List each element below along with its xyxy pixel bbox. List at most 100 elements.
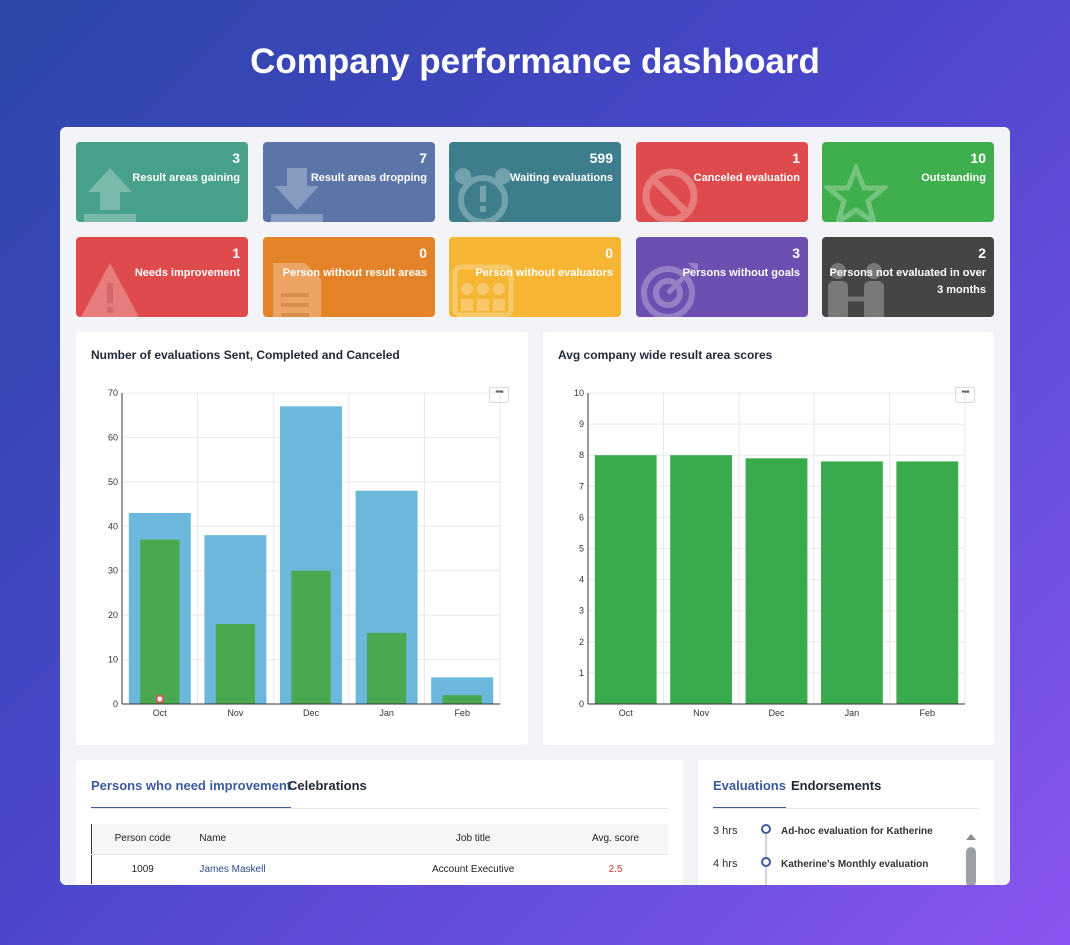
bar-completed [442,695,482,704]
y-tick-label: 9 [579,419,584,429]
kpi-tile-label: Waiting evaluations [510,172,613,184]
people-exchange-icon [828,263,884,317]
timeline-dot-icon [761,857,771,867]
improvement-card: Persons who need improvement Celebration… [76,760,683,885]
kpi-tile-persons-not-evaluated-in-over-3-months[interactable]: 2 Persons not evaluated in over 3 months [822,237,994,317]
y-tick-label: 10 [574,388,584,398]
scores-bar-chart: 0 1 2 3 4 5 6 7 8 9 10 Oct Nov Dec Jan Feb [574,388,966,718]
kpi-tile-needs-improvement[interactable]: 1 Needs improvement [76,237,248,317]
timeline-dot-icon [761,824,771,834]
y-tick-label: 40 [108,521,118,531]
y-tick-label: 7 [579,481,584,491]
y-tick-label: 8 [579,450,584,460]
timeline-item-link[interactable]: Ad-hoc evaluation for Katherine [781,826,933,837]
column-header-avg-score[interactable]: Avg. score [563,824,668,855]
y-tick-label: 0 [113,699,118,709]
kpi-tile-label: Result areas dropping [310,172,427,184]
kpi-tile-label: Persons without goals [682,267,800,279]
activity-card: Evaluations Endorsements 3 hrs Ad-hoc ev… [698,760,994,885]
bar-completed [140,539,180,704]
kpi-tile-value: 0 [419,245,427,261]
upload-arrow-icon [84,168,136,222]
group-icon [452,264,514,317]
kpi-tile-person-without-result-areas[interactable]: 0 Person without result areas [263,237,435,317]
scores-chart-title: Avg company wide result area scores [558,348,773,362]
x-tick-label: Jan [379,708,394,718]
kpi-tile-value: 3 [232,150,240,166]
tab-endorsements[interactable]: Endorsements [791,778,882,793]
x-tick-label: Dec [768,708,785,718]
kpi-tile-label: Person without evaluators [475,267,613,279]
download-arrow-icon [271,168,323,222]
scores-chart-card: Avg company wide result area scores ••• … [543,332,994,745]
kpi-tile-value: 7 [419,150,427,166]
column-header-person-code[interactable]: Person code [91,824,194,855]
kpi-tile-label: Outstanding [921,172,986,184]
timeline-item-link[interactable]: Katherine's Monthly evaluation [781,859,929,870]
kpi-tile-outstanding[interactable]: 10 Outstanding [822,142,994,222]
bar-average-score [820,461,883,704]
evaluations-chart-card: Number of evaluations Sent, Completed an… [76,332,528,745]
y-tick-label: 70 [108,388,118,398]
scroll-up-arrow-icon[interactable] [965,833,977,841]
tab-persons-need-improvement[interactable]: Persons who need improvement [91,778,292,808]
bar-completed [215,624,256,704]
kpi-tile-label: Persons not evaluated in over 3 months [829,267,987,296]
kpi-tile-label: Canceled evaluation [693,172,800,184]
x-tick-label: Nov [693,708,710,718]
timeline-time: 4 hrs [713,858,738,870]
y-tick-label: 0 [579,699,584,709]
timeline-time: 3 hrs [713,825,738,837]
kpi-tile-person-without-evaluators[interactable]: 0 Person without evaluators [449,237,621,317]
cell-job-title: Account Executive [432,863,515,875]
x-tick-label: Oct [153,708,168,718]
y-tick-label: 2 [579,637,584,647]
bar-average-score [896,461,959,704]
warning-icon [81,263,139,317]
cell-person-code: 1009 [131,863,154,875]
x-tick-label: Feb [920,708,936,718]
kpi-tile-label: Person without result areas [282,267,427,279]
page-title: Company performance dashboard [250,42,820,81]
document-icon [273,263,321,317]
y-tick-label: 10 [108,655,118,665]
bar-average-score [594,455,657,704]
bar-average-score [670,455,733,704]
kpi-tile-canceled-evaluation[interactable]: 1 Canceled evaluation [636,142,808,222]
x-tick-label: Nov [227,708,244,718]
x-tick-label: Jan [845,708,860,718]
point-canceled [155,694,165,704]
table-row[interactable]: 1009 James Maskell Account Executive 2.5 [92,854,669,884]
kpi-tile-label: Needs improvement [134,267,240,279]
column-header-job-title[interactable]: Job title [383,824,564,855]
cell-avg-score: 2.5 [608,863,623,875]
y-tick-label: 4 [579,575,584,585]
kpi-tile-value: 3 [792,245,800,261]
x-tick-label: Feb [454,708,470,718]
tab-divider [713,808,979,809]
kpi-tile-result-areas-dropping[interactable]: 7 Result areas dropping [263,142,435,222]
cell-person-name-link[interactable]: James Maskell [199,863,266,875]
kpi-tile-waiting-evaluations[interactable]: 599 Waiting evaluations [449,142,621,222]
table-header-row: Person code Name Job title Avg. score [91,824,668,855]
column-header-name[interactable]: Name [193,824,384,855]
tab-celebrations[interactable]: Celebrations [288,778,367,793]
y-tick-label: 6 [579,512,584,522]
scrollbar-thumb[interactable] [966,847,976,885]
tab-evaluations[interactable]: Evaluations [713,778,786,808]
kpi-tile-value: 10 [970,150,986,166]
kpi-tile-value: 1 [232,245,240,261]
y-tick-label: 30 [108,566,118,576]
kpi-tile-persons-without-goals[interactable]: 3 Persons without goals [636,237,808,317]
x-tick-label: Oct [619,708,634,718]
target-icon [641,263,698,317]
y-tick-label: 20 [108,610,118,620]
alarm-clock-icon [455,168,511,222]
y-tick-label: 60 [108,432,118,442]
x-tick-label: Dec [303,708,320,718]
kpi-tile-result-areas-gaining[interactable]: 3 Result areas gaining [76,142,248,222]
evaluations-chart-title: Number of evaluations Sent, Completed an… [91,348,400,362]
dashboard-panel: 3 Result areas gaining 7 Result areas dropp… [60,127,1010,885]
bar-completed [366,632,407,704]
y-tick-label: 1 [579,668,584,678]
